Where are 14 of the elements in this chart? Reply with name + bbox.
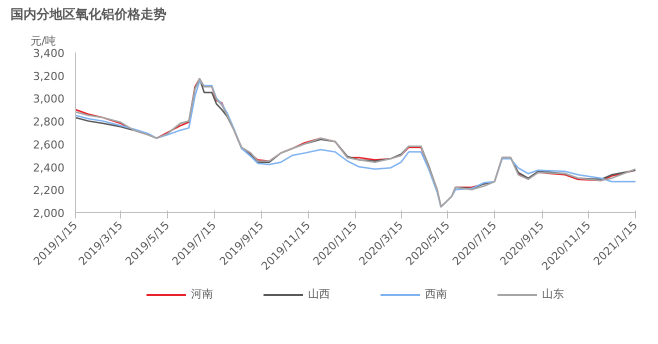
y-tick-label: 3,200 (33, 70, 65, 83)
y-tick-label: 2,800 (33, 116, 65, 129)
y-tick-label: 2,200 (33, 184, 65, 198)
legend-label: 河南 (191, 286, 213, 302)
legend-label: 西南 (425, 286, 447, 302)
y-tick-label: 2,000 (33, 207, 65, 220)
y-tick-label: 2,600 (33, 138, 65, 152)
y-tick-label: 2,400 (33, 161, 65, 174)
legend-label: 山西 (308, 286, 330, 302)
y-axis-title: 元/吨 (30, 34, 56, 48)
y-tick-label: 3,400 (33, 47, 65, 60)
legend-label: 山东 (542, 286, 564, 302)
chart-title: 国内分地区氧化铝价格走势 (10, 6, 166, 22)
y-tick-label: 3,000 (33, 92, 65, 106)
